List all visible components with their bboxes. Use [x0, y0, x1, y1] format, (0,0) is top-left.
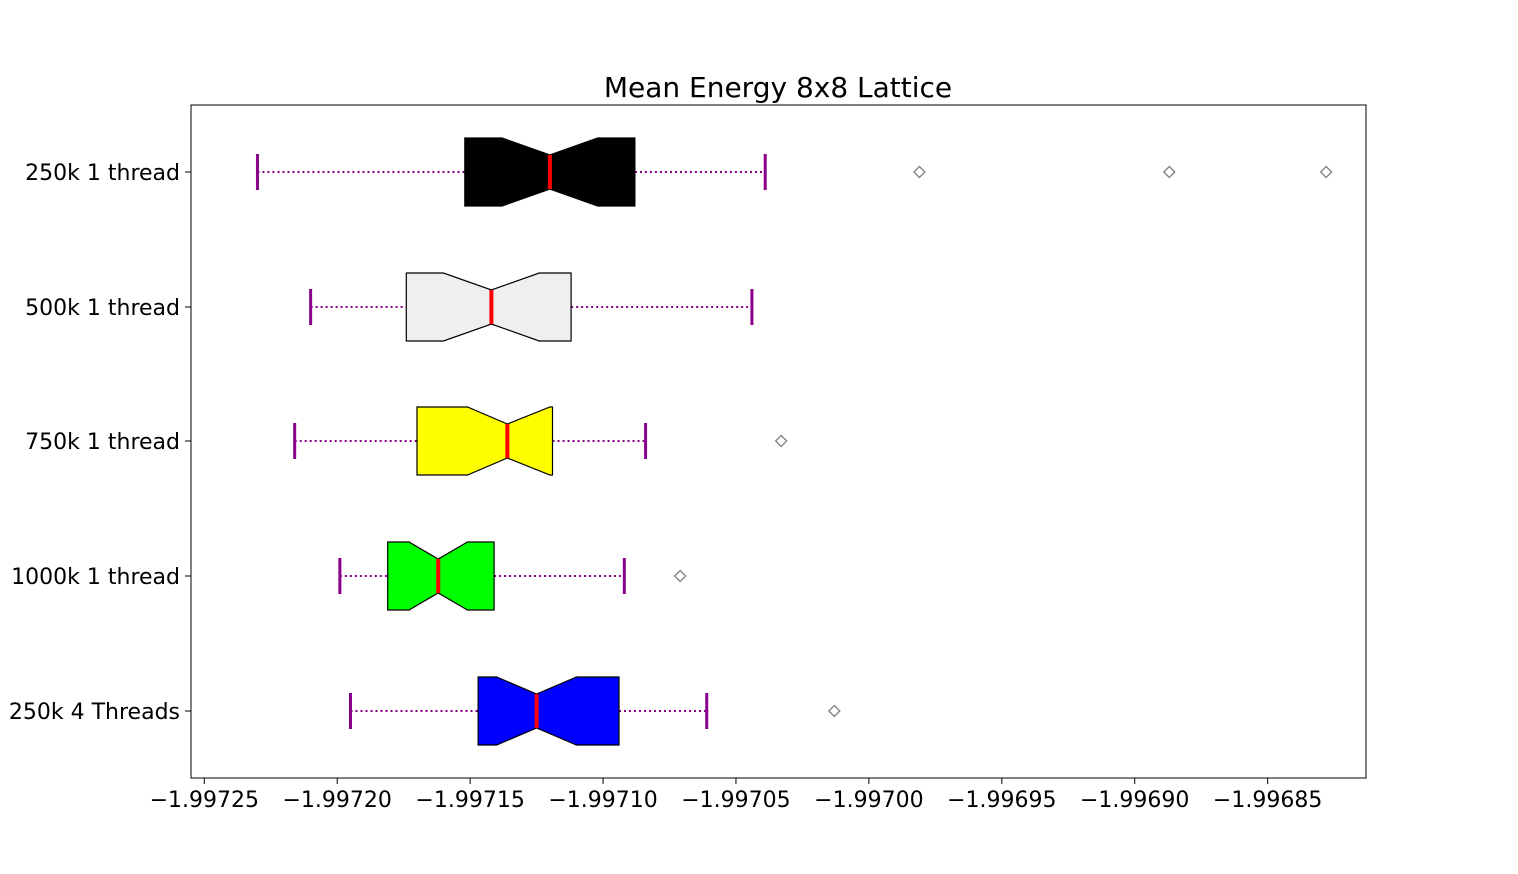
plot-frame	[190, 104, 1367, 779]
box-group	[293, 406, 788, 476]
box-group	[255, 137, 1333, 207]
y-tick-label: 250k 4 Threads	[9, 700, 180, 725]
notched-box	[405, 272, 572, 342]
outlier-point	[774, 434, 788, 448]
y-axis: 250k 1 thread 500k 1 thread 750k 1 thread 1…	[9, 161, 191, 725]
x-tick-label: −1.99685	[1213, 788, 1322, 813]
chart-title: Mean Energy 8x8 Lattice	[604, 71, 952, 104]
x-tick-label: −1.99720	[282, 788, 391, 813]
y-tick-label: 1000k 1 thread	[11, 565, 180, 590]
y-tick-label: 500k 1 thread	[25, 296, 180, 321]
y-tick-label: 250k 1 thread	[25, 161, 180, 186]
x-tick-label: −1.99705	[681, 788, 790, 813]
notched-box	[416, 406, 554, 476]
box-group	[309, 272, 754, 342]
x-tick-label: −1.99700	[814, 788, 923, 813]
x-tick-label: −1.99725	[150, 788, 259, 813]
y-tick-label: 750k 1 thread	[25, 430, 180, 455]
x-axis: −1.99725 −1.99720 −1.99715 −1.99710 −1.99705…	[150, 778, 1322, 813]
plot-area	[190, 104, 1367, 779]
x-tick-label: −1.99715	[415, 788, 524, 813]
notched-box	[387, 541, 495, 611]
x-tick-label: −1.99710	[548, 788, 657, 813]
outlier-point	[827, 704, 841, 718]
outlier-point	[673, 569, 687, 583]
box-group	[338, 541, 687, 611]
x-tick-label: −1.99690	[1080, 788, 1189, 813]
notched-box	[477, 676, 620, 746]
box-group	[349, 676, 841, 746]
outlier-point	[1162, 165, 1176, 179]
outlier-point	[912, 165, 926, 179]
x-tick-label: −1.99695	[947, 788, 1056, 813]
outlier-point	[1319, 165, 1333, 179]
